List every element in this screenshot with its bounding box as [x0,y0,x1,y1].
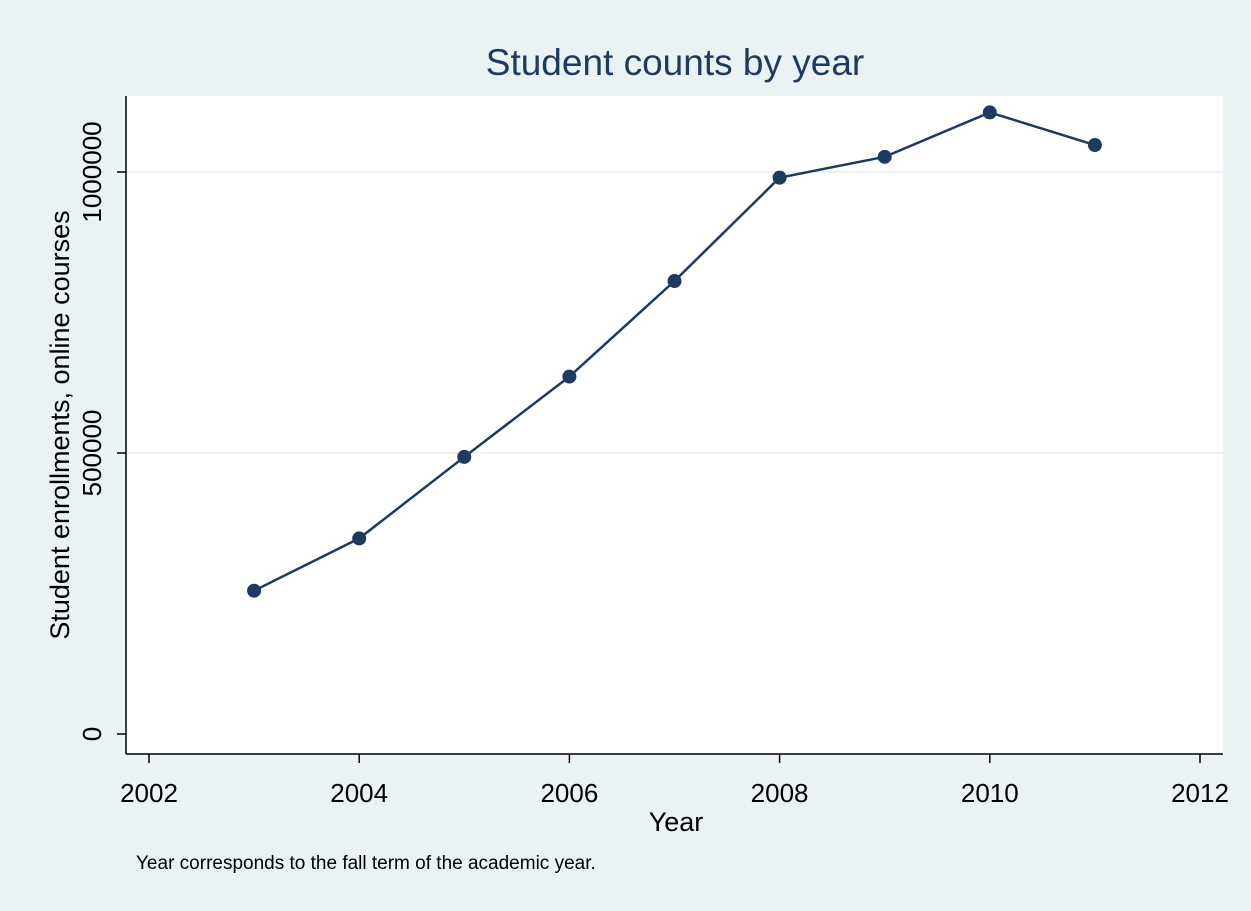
x-tick-label-2004: 2004 [330,778,388,808]
data-point-2007 [667,274,682,289]
data-point-2005 [457,449,472,464]
y-tick-label-0: 0 [77,727,107,741]
y-tick-label-1000000: 1000000 [77,121,107,222]
x-tick-label-2006: 2006 [540,778,598,808]
data-point-2008 [772,170,787,185]
x-tick-label-2012: 2012 [1171,778,1229,808]
x-tick-label-2010: 2010 [961,778,1019,808]
series-layer [247,105,1102,598]
axis-layer: 2002 2004 2006 2008 2010 2012 0 500000 1000000 [77,96,1229,808]
x-axis-title: Year [649,807,704,837]
data-point-2009 [877,149,892,164]
chart-title: Student counts by year [486,42,864,83]
x-tick-label-2008: 2008 [751,778,809,808]
data-point-2004 [352,531,367,546]
grid-layer [126,171,1223,454]
x-tick-label-2002: 2002 [120,778,178,808]
data-point-2006 [562,369,577,384]
y-axis-title: Student enrollments, online courses [45,210,75,639]
data-point-2011 [1087,138,1102,153]
data-point-2010 [982,105,997,120]
plot-area [126,96,1223,754]
y-tick-label-500000: 500000 [77,410,107,497]
chart-note: Year corresponds to the fall term of the… [136,853,596,874]
data-point-2003 [247,583,262,598]
